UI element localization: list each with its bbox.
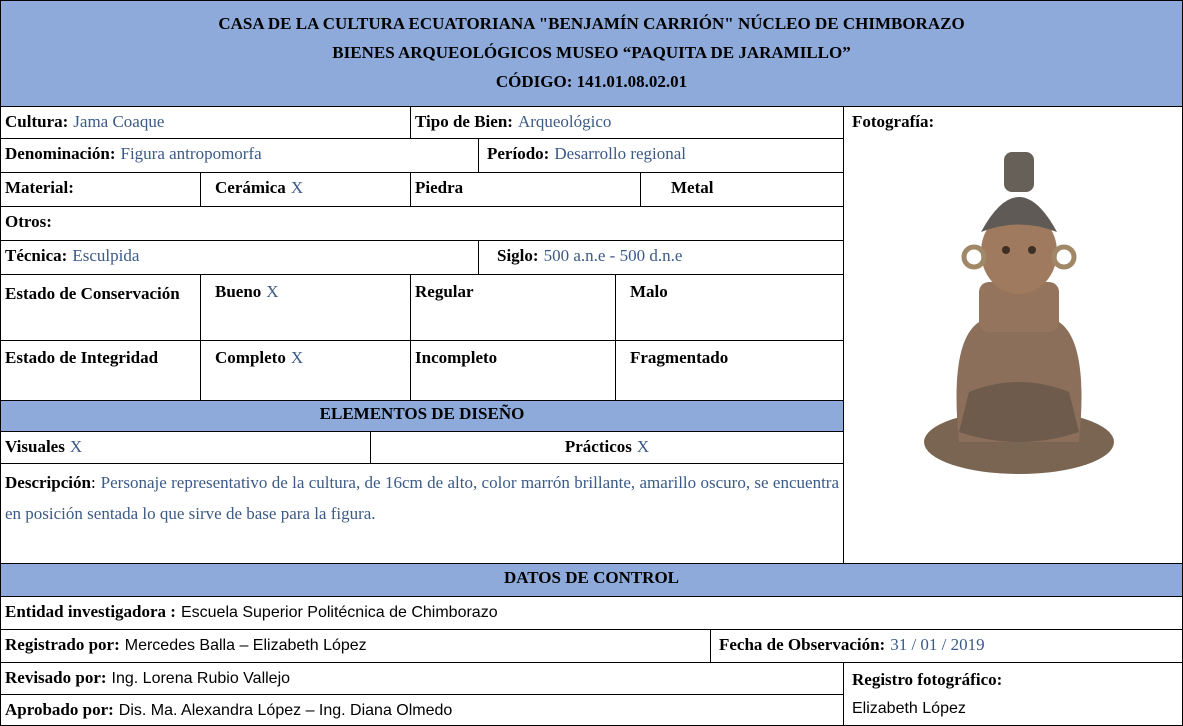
cell: Técnica: Esculpida (0, 240, 479, 275)
value: X (69, 437, 83, 456)
label: Estado de Integridad (5, 348, 159, 367)
value: Arqueológico (517, 112, 612, 131)
cell: Visuales X (0, 431, 371, 464)
section-header: ELEMENTOS DE DISEÑO (0, 400, 844, 432)
separator: : (90, 473, 96, 492)
cell: Otros: (0, 206, 844, 241)
cell: Completo X (200, 340, 411, 401)
label: Denominación: (5, 144, 116, 163)
value: Elizabeth López (852, 700, 966, 717)
cell: Denominación: Figura antropomorfa (0, 138, 479, 173)
label: Fecha de Observación: (719, 635, 886, 654)
label: Registrado por: (5, 635, 120, 654)
value: Jama Coaque (73, 112, 165, 131)
value: Dis. Ma. Alexandra López – Ing. Diana Ol… (118, 702, 453, 719)
label: Incompleto (415, 348, 498, 367)
value: Escuela Superior Politécnica de Chimbora… (180, 604, 498, 621)
value: X (266, 282, 279, 301)
value: 31 / 01 / 2019 (890, 635, 985, 654)
label: Prácticos (564, 437, 632, 456)
cell: Estado de Conservación (0, 274, 201, 341)
label: Revisado por: (5, 668, 107, 687)
label: Completo (215, 348, 286, 367)
label: Regular (415, 282, 474, 301)
header-line: BIENES ARQUEOLÓGICOS MUSEO “PAQUITA DE J… (332, 43, 851, 62)
header-line: CÓDIGO: 141.01.08.02.01 (495, 72, 688, 91)
section-header: DATOS DE CONTROL (0, 563, 1183, 597)
label: DATOS DE CONTROL (503, 568, 680, 587)
cell: Incompleto (410, 340, 616, 401)
cell: Aprobado por: Dis. Ma. Alexandra López – … (0, 694, 844, 726)
value: Figura antropomorfa (120, 144, 262, 163)
cell: Piedra (410, 172, 641, 207)
value: Esculpida (72, 246, 140, 265)
label: Entidad investigadora : (5, 602, 176, 621)
label: Bueno (215, 282, 262, 301)
cell: Cerámica X (200, 172, 411, 207)
value: Personaje representativo de la cultura, … (5, 473, 839, 523)
label: Cultura: (5, 112, 69, 131)
label: Material: (5, 178, 74, 197)
label: ELEMENTOS DE DISEÑO (319, 404, 525, 423)
label: Siglo: (497, 246, 539, 265)
label: Tipo de Bien: (415, 112, 513, 131)
photo (924, 152, 1114, 474)
label: Técnica: (5, 246, 68, 265)
cell: Cultura: Jama Coaque (0, 106, 411, 139)
value: X (290, 178, 304, 197)
label: Registro fotográfico: (852, 670, 1003, 689)
photo-cell: Fotografía: (843, 106, 1183, 564)
label: Estado de Conservación (5, 284, 180, 303)
cell: Revisado por: Ing. Lorena Rubio Vallejo (0, 662, 844, 695)
cell: Tipo de Bien: Arqueológico (410, 106, 844, 139)
header-line: CASA DE LA CULTURA ECUATORIANA "BENJAMÍN… (218, 14, 965, 33)
label: Fragmentado (630, 348, 729, 367)
cell: Fecha de Observación: 31 / 01 / 2019 (710, 629, 1183, 663)
cell: Registrado por: Mercedes Balla – Elizabet… (0, 629, 711, 663)
value: X (636, 437, 650, 456)
value: Mercedes Balla – Elizabeth López (124, 637, 367, 654)
label: Período: (487, 144, 550, 163)
label: Cerámica (215, 178, 286, 197)
label: Malo (630, 282, 668, 301)
cell: Registro fotográfico: Elizabeth López (843, 662, 1183, 726)
cell: Metal (640, 172, 844, 207)
value: X (290, 348, 304, 367)
header: CASA DE LA CULTURA ECUATORIANA "BENJAMÍN… (0, 0, 1183, 107)
label: Otros: (5, 212, 52, 231)
cell: Fragmentado (615, 340, 844, 401)
value: Desarrollo regional (554, 144, 687, 163)
label: Descripción (5, 473, 91, 492)
cell: Descripción: Personaje representativo de … (0, 463, 844, 564)
cell: Bueno X (200, 274, 411, 341)
label: Visuales (5, 437, 65, 456)
cell: Malo (615, 274, 844, 341)
cell: Material: (0, 172, 201, 207)
value: 500 a.n.e - 500 d.n.e (543, 246, 683, 265)
cell: Entidad investigadora : Escuela Superior … (0, 596, 1183, 630)
label: Metal (671, 178, 714, 197)
label: Fotografía: (852, 112, 935, 131)
cell: Siglo: 500 a.n.e - 500 d.n.e (478, 240, 844, 275)
cell: Regular (410, 274, 616, 341)
label: Aprobado por: (5, 700, 114, 719)
cell: Prácticos X (370, 431, 844, 464)
cell: Período: Desarrollo regional (478, 138, 844, 173)
value: Ing. Lorena Rubio Vallejo (111, 670, 291, 687)
label: Piedra (415, 178, 464, 197)
cell: Estado de Integridad (0, 340, 201, 401)
